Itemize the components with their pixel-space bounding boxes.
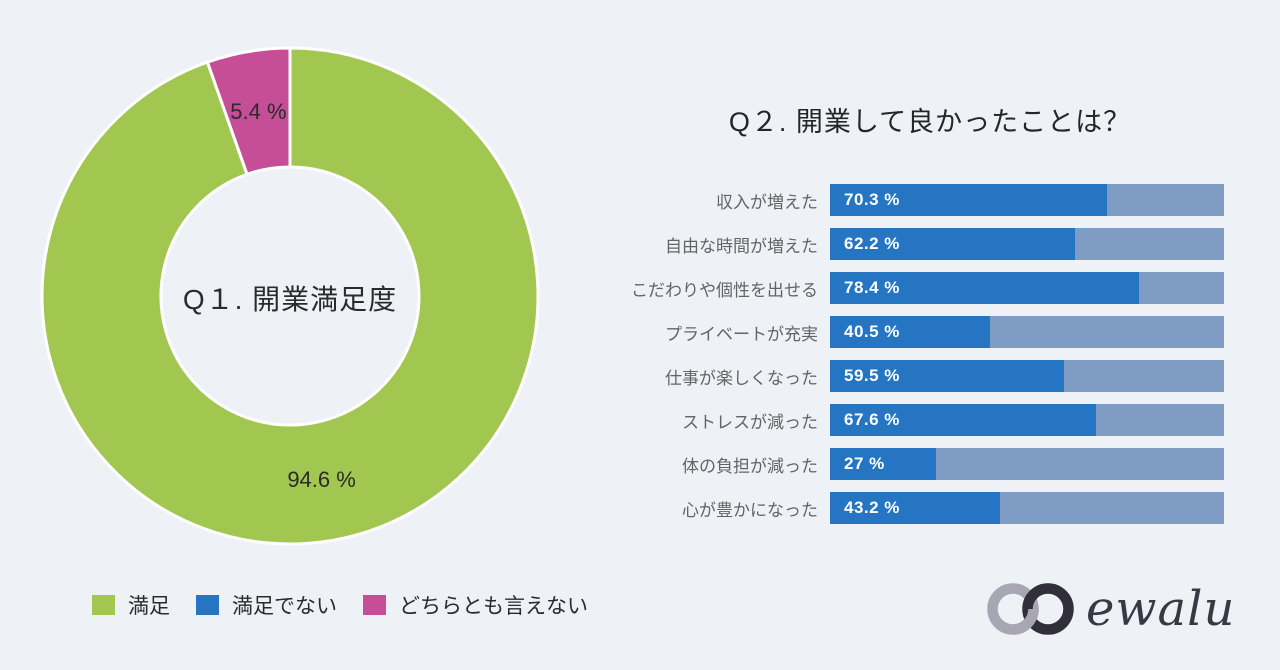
bar-track: 62.2 % [830,228,1224,260]
bar-track: 70.3 % [830,184,1224,216]
legend-label-not-satisfied: 満足でない [232,595,337,618]
bar-row: 仕事が楽しくなった 59.5 % [616,360,1224,392]
bar-value-label: 78.4 % [844,278,900,297]
bar-row: 体の負担が減った 27 % [616,448,1224,480]
bar-track: 40.5 % [830,316,1224,348]
bar-fill [830,316,990,348]
legend-swatch-not-satisfied [196,595,219,615]
legend-swatch-neither [363,595,386,615]
legend-label-neither: どちらとも言えない [399,595,588,618]
bar-category-label: 体の負担が減った [682,456,818,476]
bar-fill [830,360,1065,392]
bar-category-label: こだわりや個性を出せる [631,280,818,300]
legend-swatch-satisfied [92,595,115,615]
donut-slice-label-dochiratomo-ienai: 5.4 % [230,98,287,124]
bar-fill [830,404,1097,436]
bar-chart-title: Q２. 開業して良かったことは？ [728,107,1132,137]
bar-row: 心が豊かになった 43.2 % [616,492,1224,524]
bar-track: 67.6 % [830,404,1224,436]
donut-slice-label-manzoku: 94.6 % [287,467,356,493]
legend-item-neither: どちらとも言えない [363,590,588,620]
donut-chart [40,46,540,546]
bar-category-label: プライベートが充実 [665,324,818,344]
bar-category-label: 仕事が楽しくなった [665,368,818,388]
brand-name: ewalu [1086,581,1236,637]
bar-value-label: 59.5 % [844,366,900,385]
bar-row: こだわりや個性を出せる 78.4 % [616,272,1224,304]
legend-item-satisfied: 満足 [92,590,170,620]
bar-value-label: 70.3 % [844,190,900,209]
bar-value-label: 27 % [844,454,885,473]
bar-track: 78.4 % [830,272,1224,304]
bar-track: 59.5 % [830,360,1224,392]
brand-logo: ewalu [986,578,1235,640]
bar-fill [830,448,937,480]
bar-value-label: 62.2 % [844,234,900,253]
bar-track: 27 % [830,448,1224,480]
bar-value-label: 67.6 % [844,410,900,429]
infinity-interlock-arc [1012,608,1039,635]
bar-category-label: ストレスが減った [682,412,818,432]
bar-value-label: 43.2 % [844,498,900,517]
donut-legend: 満足 満足でない どちらとも言えない [92,590,614,620]
infinity-right-ring [1022,583,1074,635]
bar-category-label: 心が豊かになった [682,500,818,520]
bar-category-label: 収入が増えた [716,192,818,212]
bar-row: 自由な時間が増えた 62.2 % [616,228,1224,260]
bar-chart: 収入が増えた 70.3 % 自由な時間が増えた 62.2 % こだわりや個性を出せる 78… [616,184,1224,536]
bar-fill [830,228,1076,260]
bar-fill [830,272,1139,304]
donut-slice-manzoku [40,46,540,546]
bar-row: プライベートが充実 40.5 % [616,316,1224,348]
bar-fill [830,492,1001,524]
bar-fill [830,184,1107,216]
bar-row: 収入が増えた 70.3 % [616,184,1224,216]
donut-title: Q１. 開業満足度 [182,284,398,315]
donut-slice-dochiratomo-ienai [205,46,292,177]
bar-category-label: 自由な時間が増えた [665,236,818,256]
bar-row: ストレスが減った 67.6 % [616,404,1224,436]
donut-chart-area: Q１. 開業満足度 94.6 % 5.4 % [30,36,550,556]
legend-item-not-satisfied: 満足でない [196,590,337,620]
infinity-icon [987,583,1074,635]
legend-label-satisfied: 満足 [128,595,170,618]
bar-value-label: 40.5 % [844,322,900,341]
bar-track: 43.2 % [830,492,1224,524]
